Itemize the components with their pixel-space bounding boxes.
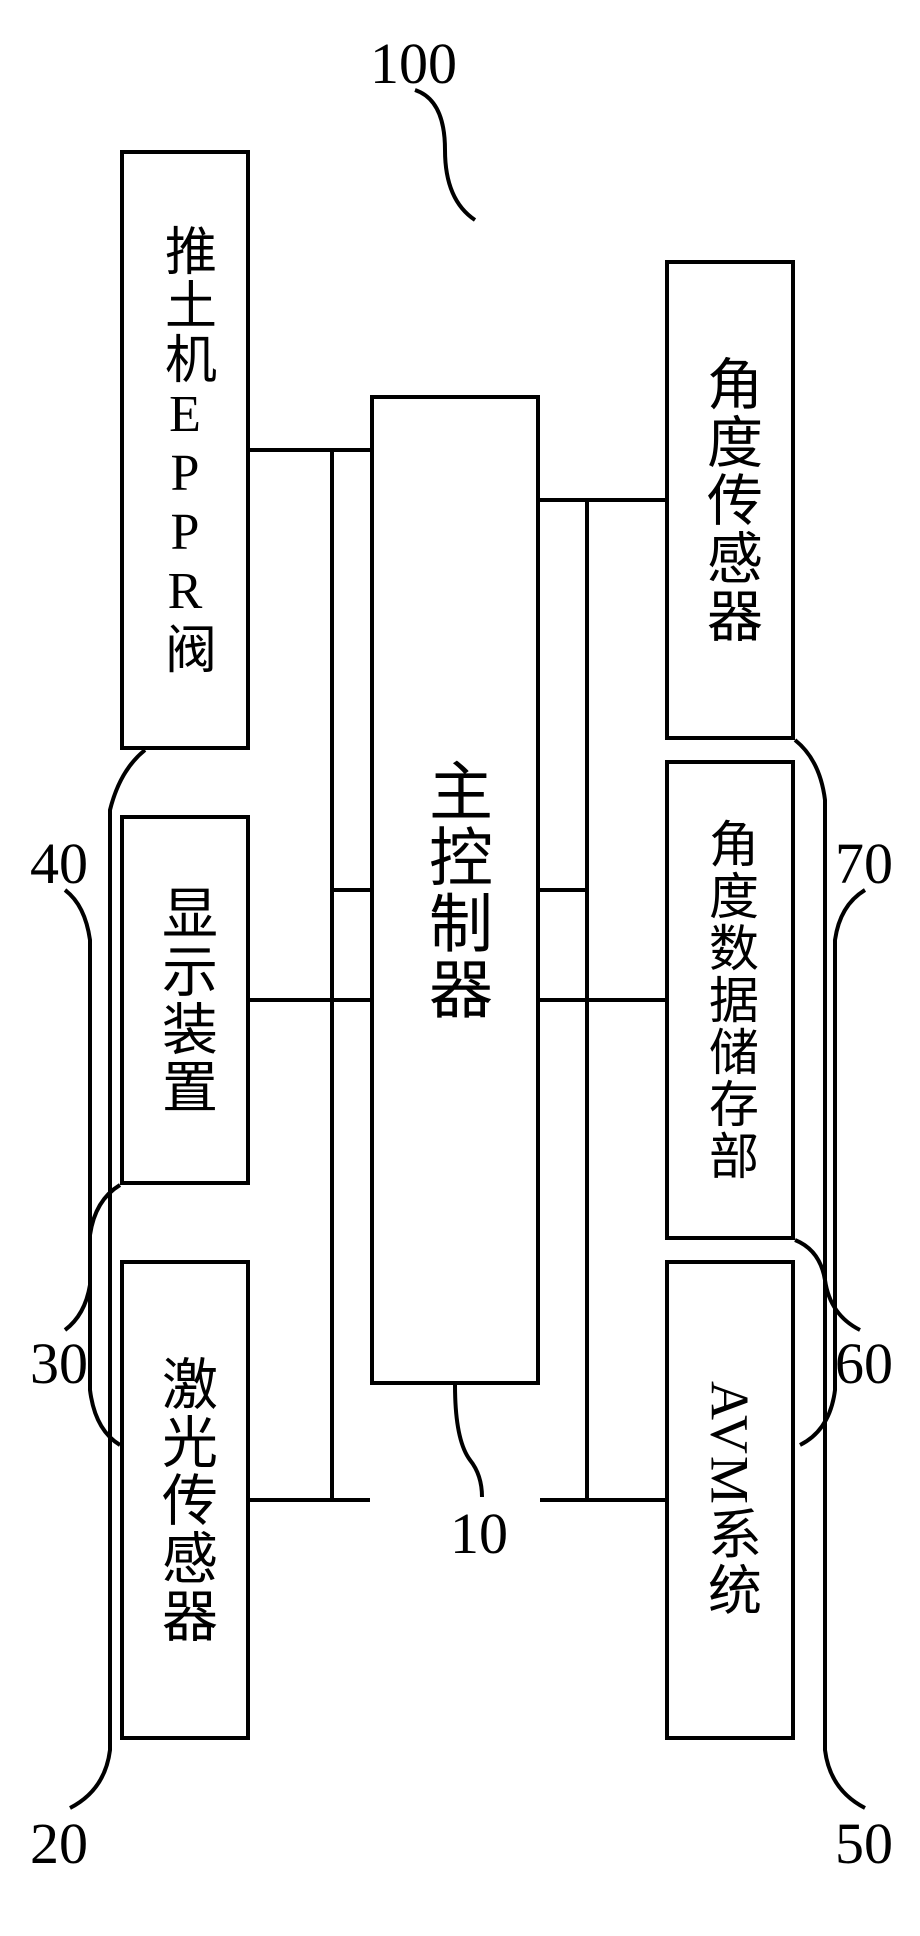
right-num-2: 70 — [835, 830, 893, 897]
system-number-text: 100 — [370, 31, 457, 96]
connector-right-1 — [540, 998, 665, 1002]
right-box-2: AVM系统 — [665, 1260, 795, 1740]
right-box-2-label: AVM系统 — [691, 1381, 770, 1618]
controller-number-text: 10 — [450, 1501, 508, 1566]
controller-number: 10 — [450, 1500, 508, 1567]
connector-right-0 — [540, 498, 665, 502]
system-number: 100 — [370, 30, 457, 97]
left-num-0: 20 — [30, 1810, 88, 1877]
right-box-1-label: 角度数据储存部 — [694, 818, 766, 1182]
left-box-0: 推土机EPPR阀 — [120, 150, 250, 750]
left-num-0-text: 20 — [30, 1811, 88, 1876]
right-box-1: 角度数据储存部 — [665, 760, 795, 1240]
system-lead — [390, 90, 490, 230]
connector-left-2 — [250, 1498, 370, 1502]
connector-left-to-center — [330, 888, 370, 892]
right-num-0: 50 — [835, 1810, 893, 1877]
controller-lead — [440, 1385, 500, 1500]
main-controller-label: 主控制器 — [409, 758, 501, 1022]
connector-left-0 — [250, 448, 370, 452]
left-num-2: 40 — [30, 830, 88, 897]
connector-left-1 — [250, 998, 370, 1002]
right-box-0-label: 角度传感器 — [690, 355, 771, 645]
right-num-0-text: 50 — [835, 1811, 893, 1876]
right-box-0: 角度传感器 — [665, 260, 795, 740]
connector-right-to-center — [540, 888, 589, 892]
left-box-0-label: 推土机EPPR阀 — [148, 224, 223, 676]
right-lead-2 — [795, 890, 875, 1450]
left-num-2-text: 40 — [30, 831, 88, 896]
left-lead-2 — [55, 890, 135, 1450]
right-num-2-text: 70 — [835, 831, 893, 896]
connector-left-bus — [330, 448, 334, 1502]
connector-right-bus — [585, 498, 589, 1502]
main-controller-box: 主控制器 — [370, 395, 540, 1385]
connector-right-2 — [540, 1498, 665, 1502]
